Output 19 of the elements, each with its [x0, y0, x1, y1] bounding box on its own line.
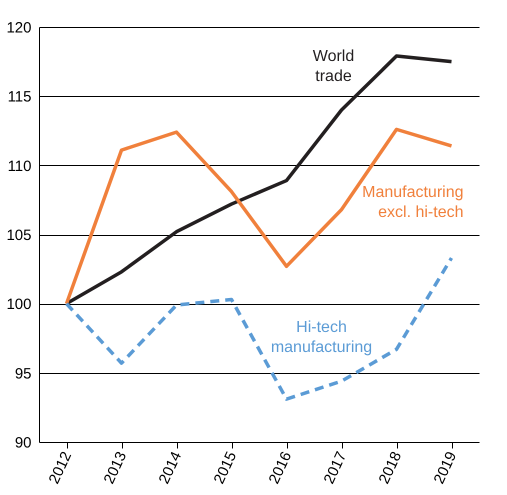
x-tick-label: 2018 [376, 449, 406, 487]
x-tick-label: 2019 [430, 449, 460, 487]
line-series [64, 256, 454, 401]
x-tick-label: 2013 [100, 449, 130, 487]
x-tick-label: 2012 [46, 449, 76, 487]
series-label: World trade [312, 48, 354, 85]
y-tick-label: 95 [14, 365, 32, 382]
x-tick-label: 2014 [156, 449, 186, 487]
y-tick-label: 120 [6, 20, 32, 36]
series-label: Manufacturing excl. hi-tech [362, 184, 464, 221]
y-tick-label: 90 [14, 434, 32, 452]
x-tick-label: 2015 [210, 449, 240, 487]
y-tick-label: 115 [8, 88, 32, 106]
y-tick-label: 110 [8, 158, 32, 175]
y-tick-label: 100 [6, 296, 32, 314]
x-tick-label: 2017 [320, 449, 350, 487]
series-label: Hi-tech manufacturing [270, 319, 372, 356]
x-tick-label: 2016 [266, 449, 296, 487]
y-tick-label: 105 [6, 227, 32, 244]
